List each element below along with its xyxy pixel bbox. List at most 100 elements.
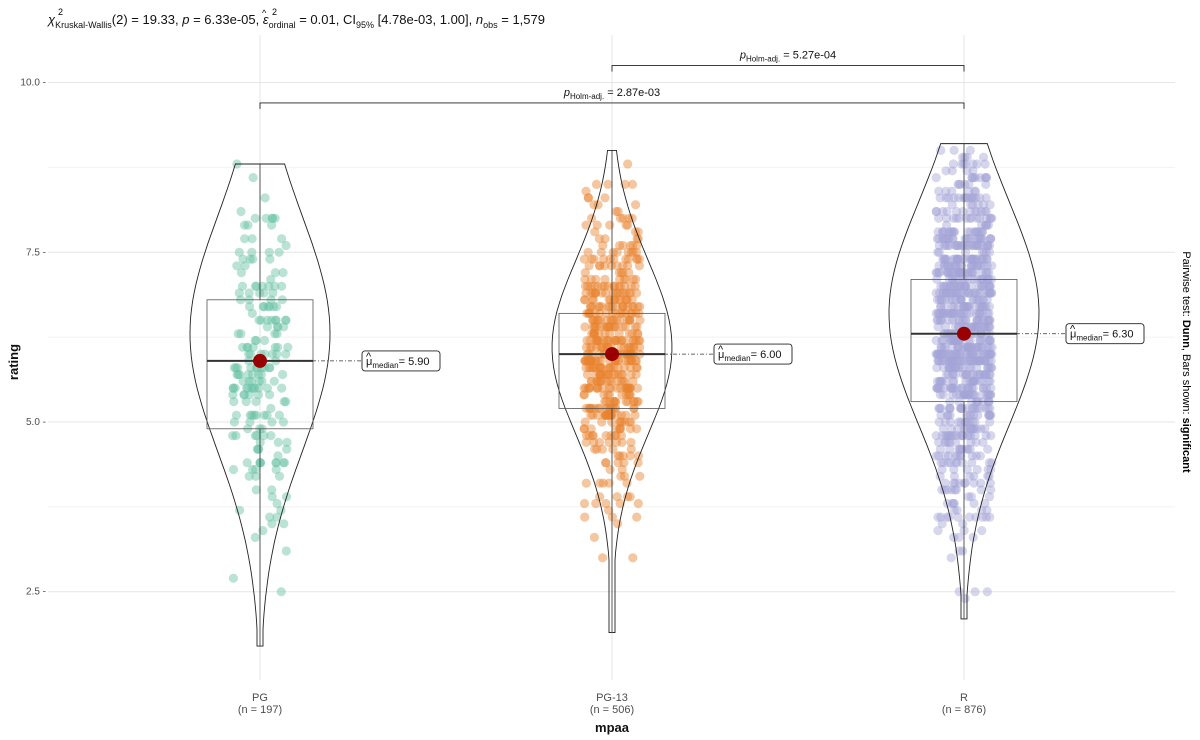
data-point bbox=[937, 519, 947, 529]
data-point bbox=[934, 247, 944, 257]
data-point bbox=[595, 492, 605, 502]
data-point bbox=[244, 376, 254, 386]
data-point bbox=[248, 173, 258, 183]
data-point bbox=[605, 322, 615, 332]
data-point bbox=[947, 431, 957, 441]
data-point bbox=[605, 329, 615, 339]
data-point bbox=[937, 315, 947, 325]
data-point bbox=[616, 471, 626, 481]
data-point bbox=[968, 376, 978, 386]
data-point bbox=[269, 302, 279, 312]
data-point bbox=[964, 431, 974, 441]
data-point bbox=[976, 206, 987, 217]
data-point bbox=[635, 471, 645, 481]
data-point bbox=[600, 369, 610, 380]
data-point bbox=[983, 240, 993, 251]
data-point bbox=[937, 464, 947, 475]
data-point bbox=[932, 268, 942, 278]
data-point bbox=[975, 376, 985, 386]
data-point bbox=[960, 281, 970, 291]
data-point bbox=[939, 261, 949, 271]
data-point bbox=[962, 288, 972, 298]
data-point bbox=[936, 302, 946, 312]
data-point bbox=[967, 342, 977, 352]
data-point bbox=[987, 342, 997, 352]
data-point bbox=[582, 335, 592, 346]
data-point bbox=[264, 247, 274, 257]
data-point bbox=[951, 213, 962, 223]
data-point bbox=[615, 288, 625, 298]
data-point bbox=[973, 227, 983, 237]
data-point bbox=[265, 512, 275, 522]
data-point bbox=[244, 390, 255, 400]
violin-pg-13 bbox=[551, 149, 673, 633]
data-point bbox=[981, 220, 991, 230]
data-point bbox=[973, 261, 983, 271]
data-point bbox=[613, 451, 623, 461]
data-point bbox=[978, 240, 988, 251]
data-point bbox=[951, 458, 961, 468]
data-point bbox=[986, 356, 996, 366]
data-point bbox=[628, 553, 638, 563]
data-point bbox=[615, 281, 626, 291]
y-tick-label: 7.5 - bbox=[26, 247, 46, 258]
data-point bbox=[586, 410, 596, 420]
data-point bbox=[598, 335, 609, 346]
data-point bbox=[611, 288, 622, 298]
data-point bbox=[592, 376, 602, 386]
data-point bbox=[975, 213, 985, 223]
data-point bbox=[942, 268, 952, 278]
data-point bbox=[586, 356, 596, 366]
data-point bbox=[631, 369, 641, 380]
data-point bbox=[615, 213, 626, 223]
data-point bbox=[979, 261, 989, 271]
data-point bbox=[228, 383, 238, 393]
data-point bbox=[947, 302, 957, 312]
data-point bbox=[934, 451, 944, 461]
data-point bbox=[931, 451, 941, 461]
data-point bbox=[982, 505, 992, 515]
data-point bbox=[593, 383, 603, 393]
data-point bbox=[978, 437, 988, 447]
data-point bbox=[957, 403, 967, 413]
data-point bbox=[934, 356, 944, 366]
data-point bbox=[962, 417, 972, 427]
comparison-bracket-2 bbox=[259, 102, 965, 109]
data-point bbox=[272, 512, 282, 522]
data-point bbox=[947, 498, 957, 509]
data-point bbox=[934, 268, 944, 278]
data-point bbox=[621, 356, 631, 366]
data-point bbox=[938, 234, 948, 244]
data-point bbox=[952, 383, 962, 393]
data-point bbox=[613, 363, 623, 373]
data-point bbox=[982, 342, 993, 352]
data-point bbox=[616, 376, 627, 386]
data-point bbox=[948, 369, 958, 380]
data-point bbox=[970, 234, 980, 244]
data-point bbox=[979, 356, 989, 366]
data-point bbox=[966, 281, 976, 291]
data-point bbox=[270, 268, 280, 278]
data-point bbox=[946, 553, 956, 563]
data-point bbox=[985, 200, 995, 210]
data-point bbox=[590, 288, 601, 298]
data-point bbox=[946, 356, 956, 366]
data-point bbox=[617, 417, 627, 427]
data-point bbox=[934, 288, 945, 298]
data-point bbox=[270, 213, 280, 223]
data-point bbox=[274, 471, 285, 481]
data-point bbox=[953, 342, 963, 352]
data-point bbox=[936, 315, 946, 325]
data-point bbox=[945, 437, 955, 447]
data-point bbox=[266, 431, 276, 441]
data-point bbox=[944, 234, 954, 244]
data-point bbox=[949, 349, 959, 359]
data-point bbox=[956, 281, 966, 291]
data-point bbox=[591, 322, 601, 332]
data-point bbox=[602, 335, 612, 346]
data-point bbox=[631, 356, 642, 366]
data-point bbox=[581, 478, 591, 488]
data-point bbox=[250, 464, 260, 475]
data-point bbox=[969, 186, 980, 196]
data-point bbox=[948, 159, 958, 169]
